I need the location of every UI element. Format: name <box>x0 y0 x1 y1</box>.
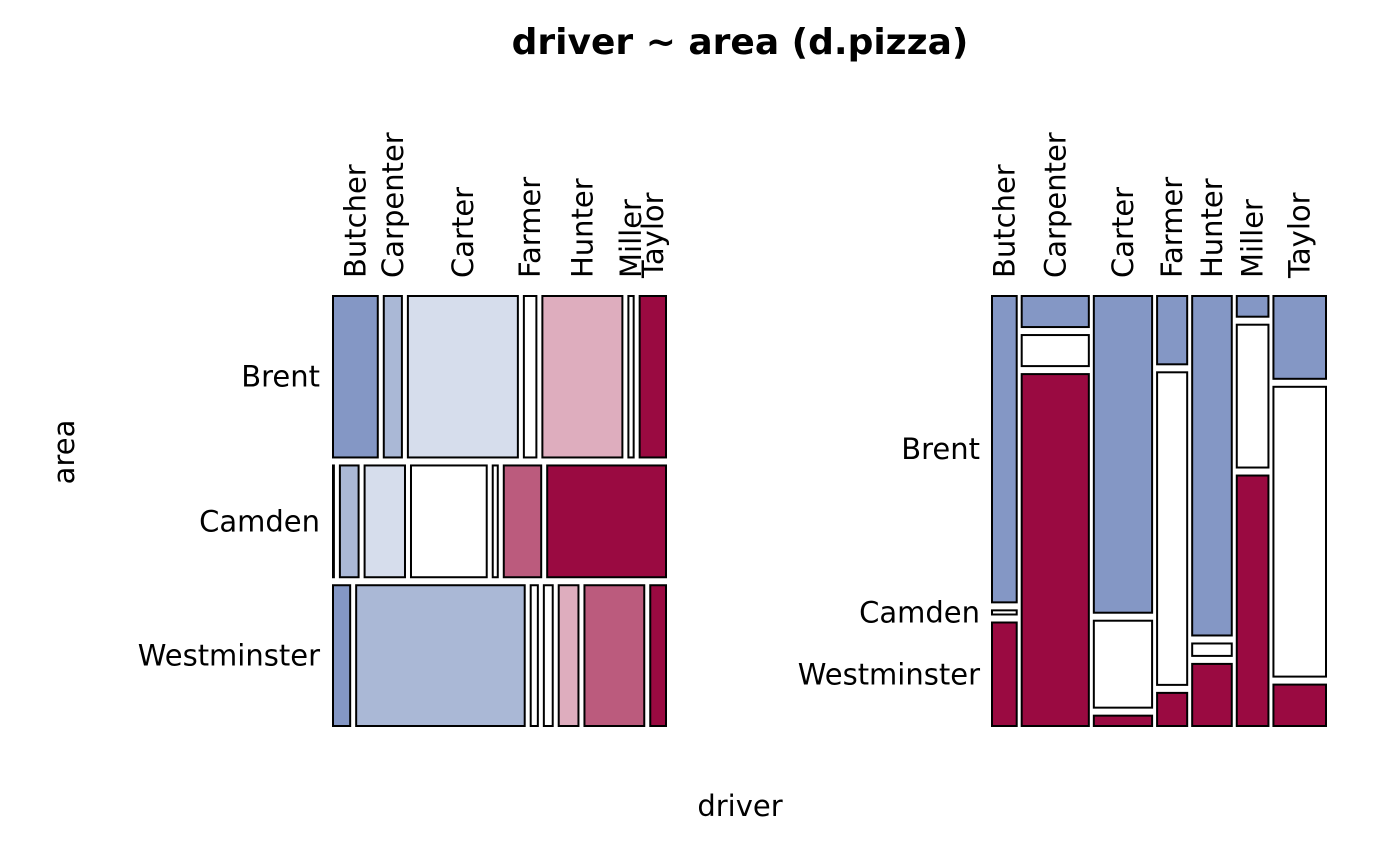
left-row-label-camden: Camden <box>199 504 320 538</box>
mosaic-tile-right-hunter-camden <box>1191 642 1233 657</box>
mosaic-tile-left-westminster-farmer <box>542 584 554 727</box>
right-column-label-taylor: Taylor <box>1283 192 1317 279</box>
left-column-label-miller: Miller <box>614 199 648 278</box>
left-column-label-carpenter: Carpenter <box>376 132 410 278</box>
mosaic-tile-left-camden-butcher <box>332 464 335 579</box>
mosaic-tile-right-farmer-camden <box>1156 371 1189 686</box>
right-row-label-brent: Brent <box>901 432 980 466</box>
mosaic-tile-left-camden-miller <box>502 464 543 579</box>
mosaic-tile-right-carter-brent <box>1092 295 1154 614</box>
mosaic-tile-right-butcher-westminster <box>991 621 1018 727</box>
right-row-label-westminster: Westminster <box>798 657 980 691</box>
mosaic-tile-left-camden-hunter <box>491 464 499 579</box>
mosaic-tile-left-brent-farmer <box>522 295 538 459</box>
mosaic-tile-right-miller-westminster <box>1235 474 1270 727</box>
right-column-label-hunter: Hunter <box>1195 178 1229 278</box>
mosaic-tile-left-brent-hunter <box>541 295 624 459</box>
mosaic-tile-right-carpenter-camden <box>1020 334 1090 368</box>
x-axis-label: driver <box>697 789 782 823</box>
mosaic-tile-left-camden-farmer <box>409 464 488 579</box>
left-row-label-brent: Brent <box>241 360 320 394</box>
right-column-label-butcher: Butcher <box>987 164 1021 278</box>
mosaic-tile-left-brent-taylor <box>638 295 667 459</box>
left-column-label-hunter: Hunter <box>565 178 599 278</box>
mosaic-tile-left-westminster-miller <box>583 584 646 727</box>
mosaic-tile-right-taylor-camden <box>1272 385 1328 678</box>
mosaic-tile-right-carter-westminster <box>1092 714 1154 728</box>
mosaic-tile-right-hunter-brent <box>1191 295 1233 637</box>
mosaic-tile-right-farmer-brent <box>1156 295 1189 366</box>
mosaic-panel-right: Butcher Carpenter Carter Farmer Hunter Miller… <box>798 132 1328 728</box>
left-column-label-carter: Carter <box>446 187 480 278</box>
mosaic-tile-left-westminster-hunter <box>557 584 580 727</box>
right-row-label-camden: Camden <box>859 595 980 629</box>
y-axis-label: area <box>47 420 81 485</box>
mosaic-tile-left-camden-carpenter <box>338 464 360 579</box>
mosaic-tile-right-butcher-brent <box>991 295 1018 604</box>
mosaic-tile-right-hunter-westminster <box>1191 662 1233 728</box>
left-column-label-farmer: Farmer <box>513 177 547 278</box>
mosaic-tile-left-brent-butcher <box>332 295 379 459</box>
mosaic-tile-left-westminster-taylor <box>649 584 668 727</box>
mosaic-tile-left-brent-carter <box>406 295 519 459</box>
mosaic-tile-right-carpenter-brent <box>1020 295 1090 329</box>
right-column-label-miller: Miller <box>1236 199 1270 278</box>
right-column-label-farmer: Farmer <box>1155 177 1189 278</box>
mosaic-tile-right-miller-camden <box>1235 323 1270 469</box>
left-column-label-taylor: Taylor <box>636 192 670 279</box>
right-column-label-carter: Carter <box>1106 187 1140 278</box>
chart-title: driver ~ area (d.pizza) <box>512 22 969 63</box>
left-column-label-butcher: Butcher <box>338 164 372 278</box>
mosaic-tile-right-taylor-brent <box>1272 295 1328 380</box>
mosaic-tile-right-carter-camden <box>1092 619 1154 709</box>
mosaic-tile-left-westminster-carpenter <box>355 584 526 727</box>
mosaic-tile-left-brent-carpenter <box>382 295 403 459</box>
mosaic-tile-right-farmer-westminster <box>1156 691 1189 728</box>
mosaic-tile-left-westminster-carter <box>529 584 539 727</box>
mosaic-panel-left: Brent Camden Westminster Butcher Carpenter Ca… <box>138 132 670 727</box>
mosaic-tile-right-miller-brent <box>1235 295 1270 318</box>
mosaic-tile-left-camden-carter <box>363 464 406 579</box>
mosaic-tile-right-carpenter-westminster <box>1020 373 1090 727</box>
mosaic-tile-left-westminster-butcher <box>332 584 352 727</box>
left-row-label-westminster: Westminster <box>138 639 320 673</box>
right-column-label-carpenter: Carpenter <box>1038 132 1072 278</box>
mosaic-tile-right-taylor-westminster <box>1272 683 1328 727</box>
mosaic-tile-right-butcher-camden <box>991 609 1018 616</box>
mosaic-tile-left-brent-miller <box>627 295 635 459</box>
mosaic-tile-left-camden-taylor <box>546 464 668 579</box>
